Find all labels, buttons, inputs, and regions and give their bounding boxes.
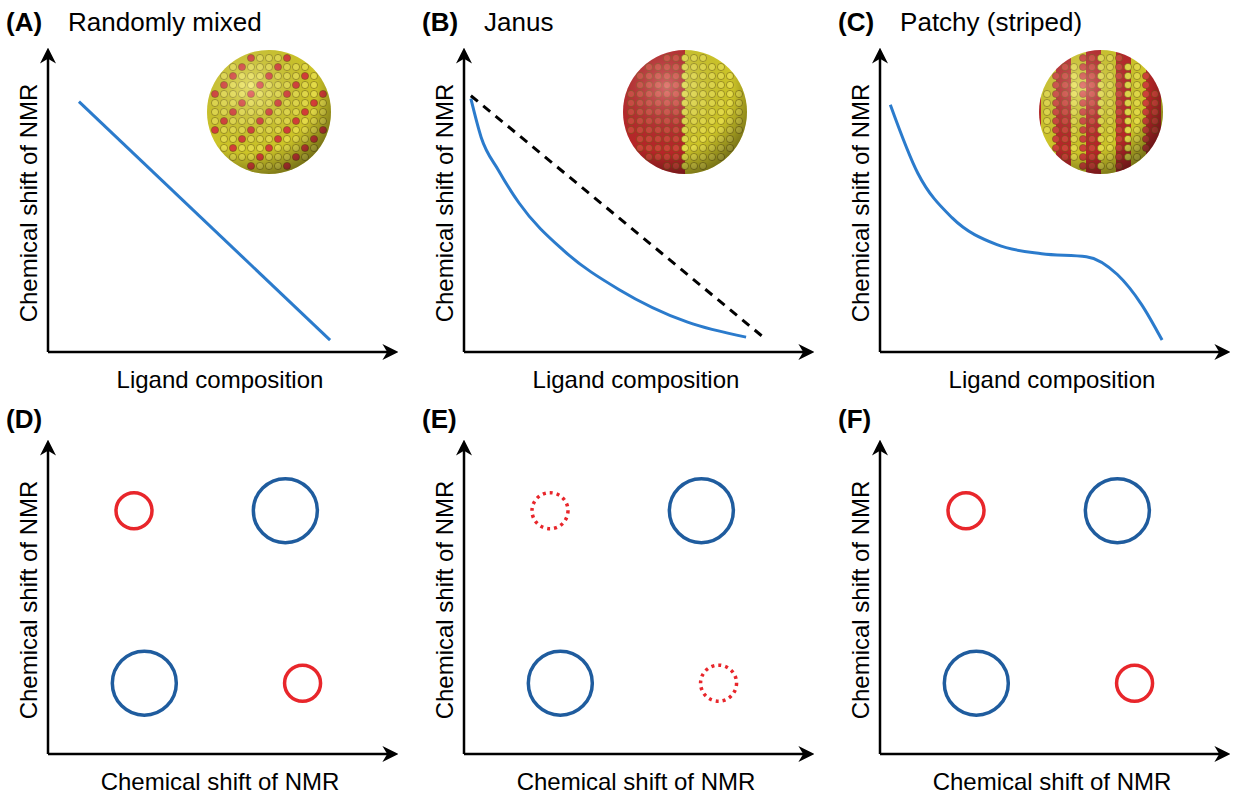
svg-text:Chemical shift of NMR: Chemical shift of NMR <box>431 481 458 720</box>
html-text:(F): (F) <box>838 403 872 434</box>
html-text:(D): (D) <box>6 403 43 434</box>
svg-text:Ligand composition: Ligand composition <box>117 366 324 393</box>
html-text:Janus: Janus <box>484 6 554 37</box>
svg-text:Chemical shift of NMR: Chemical shift of NMR <box>933 768 1172 795</box>
svg-text:Chemical shift of NMR: Chemical shift of NMR <box>431 84 458 323</box>
svg-text:Chemical shift of NMR: Chemical shift of NMR <box>15 84 42 323</box>
svg-text:Chemical shift of NMR: Chemical shift of NMR <box>101 768 340 795</box>
svg-text:Chemical shift of NMR: Chemical shift of NMR <box>847 481 874 720</box>
html-text:Patchy (striped): Patchy (striped) <box>900 6 1083 37</box>
svg-text:Chemical shift of NMR: Chemical shift of NMR <box>517 768 756 795</box>
html-text:Randomly mixed: Randomly mixed <box>68 6 262 37</box>
svg-text:Chemical shift of NMR: Chemical shift of NMR <box>847 84 874 323</box>
svg-text:Ligand composition: Ligand composition <box>533 366 740 393</box>
html-text:(E): (E) <box>422 403 457 434</box>
html-text:(A): (A) <box>6 6 43 37</box>
html-text:(B): (B) <box>422 6 459 37</box>
svg-text:Ligand composition: Ligand composition <box>949 366 1156 393</box>
svg-text:Chemical shift of NMR: Chemical shift of NMR <box>15 481 42 720</box>
html-text:(C): (C) <box>838 6 875 37</box>
